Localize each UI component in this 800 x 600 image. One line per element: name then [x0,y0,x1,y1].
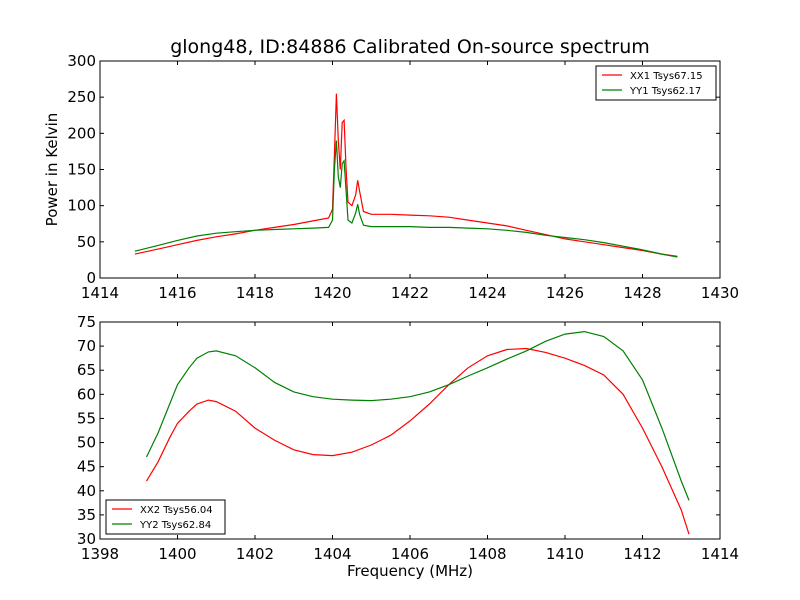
y-tick-label: 100 [67,197,96,215]
x-axis-label: Frequency (MHz) [347,562,473,580]
x-tick-label: 1402 [236,545,274,563]
y-tick-label: 250 [67,88,96,106]
y-tick-label: 0 [86,269,96,287]
x-tick-label: 1416 [158,284,196,302]
legend: XX2 Tsys56.04 YY2 Tsys62.84 [105,499,226,535]
x-tick-label: 1430 [701,284,739,302]
x-tick-label: 1414 [701,545,739,563]
legend-box [105,499,226,535]
y-tick-label: 300 [67,52,96,70]
x-tick-label: 1426 [546,284,584,302]
y-tick-label: 40 [77,482,96,500]
series-line-2 [134,140,678,258]
y-tick-label: 75 [77,313,96,331]
x-tick-label: 1412 [623,545,661,563]
y-tick-label: 35 [77,506,96,524]
series-line-1 [134,93,678,257]
series-line-2 [145,330,690,501]
x-tick-label: 1422 [391,284,429,302]
x-tick-label: 1414 [81,284,119,302]
x-tick-label: 1406 [391,545,429,563]
legend-entry: XX2 Tsys56.04 [140,505,213,516]
y-tick-label: 65 [77,361,96,379]
y-axis-label: Power in Kelvin [43,113,61,227]
x-tick-label: 1424 [468,284,506,302]
bottom-spectrum-panel: 1398 1400 1402 1404 1406 1408 1410 1412 1414 30 35… [77,313,739,580]
x-tick-label: 1408 [468,545,506,563]
legend-entry: YY2 Tsys62.84 [139,520,211,531]
x-tick-label: 1410 [546,545,584,563]
legend: XX1 Tsys67.15 YY1 Tsys62.17 [595,65,717,101]
y-tick-label: 50 [77,233,96,251]
top-spectrum-panel: 1414 1416 1418 1420 1422 1424 1426 1428 1430 0 50 1… [43,52,739,302]
y-tick-label: 45 [77,458,96,476]
y-tick-label: 60 [77,385,96,403]
x-tick-label: 1398 [81,545,119,563]
legend-box [595,65,717,101]
x-tick-label: 1400 [158,545,196,563]
y-tick-label: 150 [67,161,96,179]
x-tick-label: 1404 [313,545,351,563]
x-tick-label: 1420 [313,284,351,302]
x-tick-label: 1418 [236,284,274,302]
y-tick-label: 55 [77,409,96,427]
chart-title: glong48, ID:84886 Calibrated On-source s… [170,36,650,58]
y-tick-label: 30 [77,530,96,548]
y-tick-label: 50 [77,434,96,452]
y-tick-label: 200 [67,124,96,142]
x-tick-label: 1428 [623,284,661,302]
legend-entry: XX1 Tsys67.15 [630,71,703,82]
legend-entry: YY1 Tsys62.17 [629,86,701,97]
series-line-1 [145,347,690,535]
y-tick-label: 70 [77,337,96,355]
